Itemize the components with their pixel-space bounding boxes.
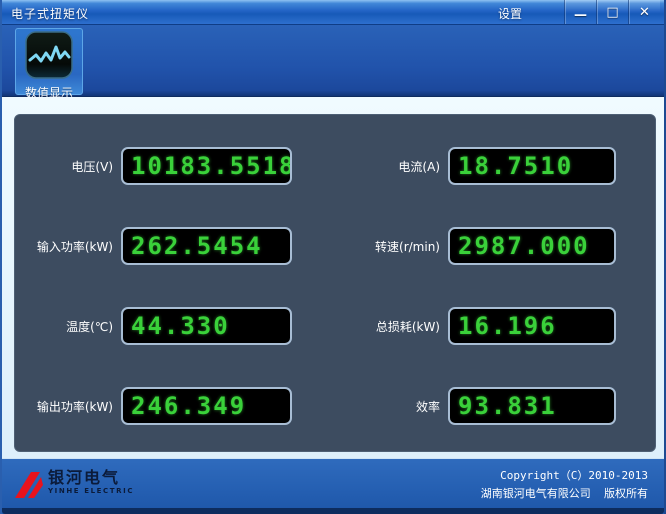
measurement-panel: 电压(V) 10183.5518 电流(A) 18.7510 输入功率(kW) … (14, 114, 656, 452)
settings-menu[interactable]: 设置 (497, 7, 522, 21)
copyright-line-2: 湖南银河电气有限公司 版权所有 (480, 487, 648, 500)
window-title: 电子式扭矩仪 (11, 7, 90, 21)
numeric-display-label: 数值显示 (24, 86, 73, 100)
efficiency-value: 93.831 (458, 392, 557, 420)
current-value: 18.7510 (458, 152, 574, 180)
copyright: Copyright（C）2010-2013 湖南银河电气有限公司 版权所有 (481, 467, 648, 503)
maximize-button[interactable]: □ (596, 0, 628, 24)
efficiency-label: 效率 (415, 399, 440, 414)
logo-text: 银河电气 YINHE ELECTRIC (48, 468, 135, 496)
close-button[interactable]: ✕ (628, 0, 660, 24)
footer: 银河电气 YINHE ELECTRIC Copyright（C）2010-201… (2, 458, 664, 514)
maximize-icon: □ (606, 4, 619, 20)
voltage-value: 10183.5518 (131, 152, 292, 180)
input-power-label: 输入功率(kW) (36, 239, 113, 254)
temperature-value: 44.330 (131, 312, 230, 340)
speed-value: 2987.000 (458, 232, 590, 260)
total-loss-value: 16.196 (458, 312, 557, 340)
efficiency-display: 93.831 (448, 387, 616, 425)
window-bottom-frame (2, 508, 664, 514)
voltage-display: 10183.5518 (121, 147, 292, 185)
output-power-value: 246.349 (131, 392, 247, 420)
meter-row: 输出功率(kW) 246.349 效率 93.831 (15, 387, 655, 425)
temperature-display: 44.330 (121, 307, 292, 345)
current-label: 电流(A) (398, 159, 440, 174)
temperature-label: 温度(℃) (66, 319, 113, 334)
logo-name-en: YINHE ELECTRIC (48, 487, 135, 495)
content-area: 电压(V) 10183.5518 电流(A) 18.7510 输入功率(kW) … (2, 97, 664, 458)
total-loss-display: 16.196 (448, 307, 616, 345)
company-logo: 银河电气 YINHE ELECTRIC (14, 469, 134, 505)
minimize-icon: — (574, 7, 587, 23)
copyright-line-1: Copyright（C）2010-2013 (500, 469, 648, 482)
titlebar: 电子式扭矩仪 设置 — □ ✕ (2, 0, 664, 25)
speed-display: 2987.000 (448, 227, 616, 265)
logo-name-cn: 银河电气 (48, 468, 121, 487)
meter-row: 电压(V) 10183.5518 电流(A) 18.7510 (15, 147, 655, 185)
input-power-display: 262.5454 (121, 227, 292, 265)
output-power-label: 输出功率(kW) (36, 399, 113, 414)
meter-row: 温度(℃) 44.330 总损耗(kW) 16.196 (15, 307, 655, 345)
toolbar: 数值显示 (2, 25, 664, 100)
meter-row: 输入功率(kW) 262.5454 转速(r/min) 2987.000 (15, 227, 655, 265)
output-power-display: 246.349 (121, 387, 292, 425)
window-controls: — □ ✕ (564, 0, 660, 24)
current-display: 18.7510 (448, 147, 616, 185)
waveform-icon (25, 31, 73, 83)
speed-label: 转速(r/min) (375, 239, 440, 254)
input-power-value: 262.5454 (131, 232, 263, 260)
total-loss-label: 总损耗(kW) (375, 319, 440, 334)
close-icon: ✕ (639, 4, 650, 20)
numeric-display-button[interactable]: 数值显示 (15, 28, 83, 100)
minimize-button[interactable]: — (564, 0, 596, 24)
voltage-label: 电压(V) (71, 159, 113, 174)
yinhe-logo-icon (14, 469, 44, 505)
